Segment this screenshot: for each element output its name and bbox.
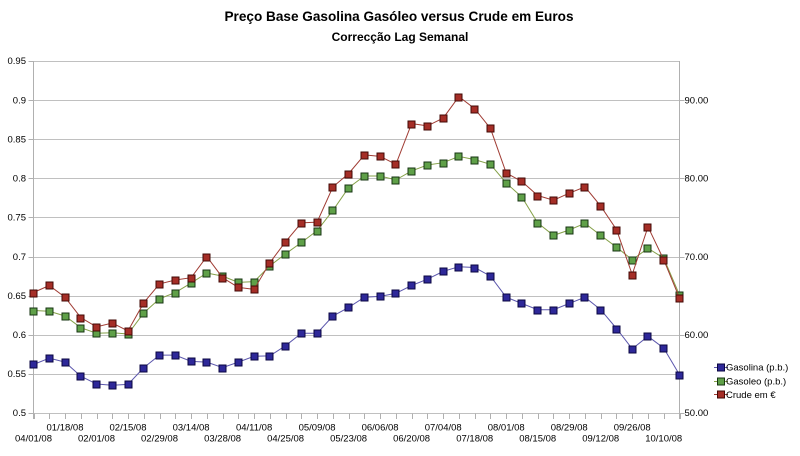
svg-text:0.85: 0.85 <box>8 134 27 145</box>
svg-text:Crude em €: Crude em € <box>726 390 776 401</box>
svg-text:04/01/08: 04/01/08 <box>15 434 52 445</box>
svg-text:0.8: 0.8 <box>13 174 26 185</box>
svg-text:01/18/08: 01/18/08 <box>47 423 84 434</box>
svg-text:05/23/08: 05/23/08 <box>330 434 367 445</box>
svg-text:09/12/08: 09/12/08 <box>582 434 619 445</box>
svg-text:80.00: 80.00 <box>685 174 709 185</box>
svg-text:02/01/08: 02/01/08 <box>78 434 115 445</box>
svg-text:02/15/08: 02/15/08 <box>110 423 147 434</box>
svg-text:0.95: 0.95 <box>8 56 27 67</box>
svg-text:08/29/08: 08/29/08 <box>551 423 588 434</box>
svg-text:Gasoleo (p.b.): Gasoleo (p.b.) <box>726 377 786 388</box>
svg-text:90.00: 90.00 <box>685 95 709 106</box>
svg-text:07/04/08: 07/04/08 <box>425 423 462 434</box>
svg-text:02/29/08: 02/29/08 <box>141 434 178 445</box>
svg-text:Gasolina (p.b.): Gasolina (p.b.) <box>726 363 788 374</box>
svg-text:70.00: 70.00 <box>685 252 709 263</box>
svg-text:0.65: 0.65 <box>8 291 27 302</box>
svg-text:50.00: 50.00 <box>685 408 709 419</box>
svg-text:03/28/08: 03/28/08 <box>204 434 241 445</box>
svg-text:0.55: 0.55 <box>8 369 27 380</box>
svg-text:06/06/08: 06/06/08 <box>362 423 399 434</box>
svg-text:05/09/08: 05/09/08 <box>299 423 336 434</box>
svg-text:07/18/08: 07/18/08 <box>456 434 493 445</box>
svg-text:10/10/08: 10/10/08 <box>645 434 682 445</box>
svg-text:0.9: 0.9 <box>13 95 26 106</box>
svg-text:0.6: 0.6 <box>13 330 26 341</box>
svg-text:0.7: 0.7 <box>13 252 26 263</box>
svg-text:08/01/08: 08/01/08 <box>488 423 525 434</box>
svg-text:60.00: 60.00 <box>685 330 709 341</box>
svg-text:04/11/08: 04/11/08 <box>236 423 272 434</box>
svg-text:08/15/08: 08/15/08 <box>519 434 556 445</box>
svg-text:0.5: 0.5 <box>13 408 26 419</box>
svg-text:Correcção Lag Semanal: Correcção Lag Semanal <box>332 30 469 44</box>
svg-text:03/14/08: 03/14/08 <box>173 423 210 434</box>
svg-text:0.75: 0.75 <box>8 213 27 224</box>
svg-text:04/25/08: 04/25/08 <box>267 434 304 445</box>
svg-text:09/26/08: 09/26/08 <box>614 423 651 434</box>
svg-text:06/20/08: 06/20/08 <box>393 434 430 445</box>
svg-text:Preço Base Gasolina Gasóleo ve: Preço Base Gasolina Gasóleo versus Crude… <box>224 9 573 24</box>
